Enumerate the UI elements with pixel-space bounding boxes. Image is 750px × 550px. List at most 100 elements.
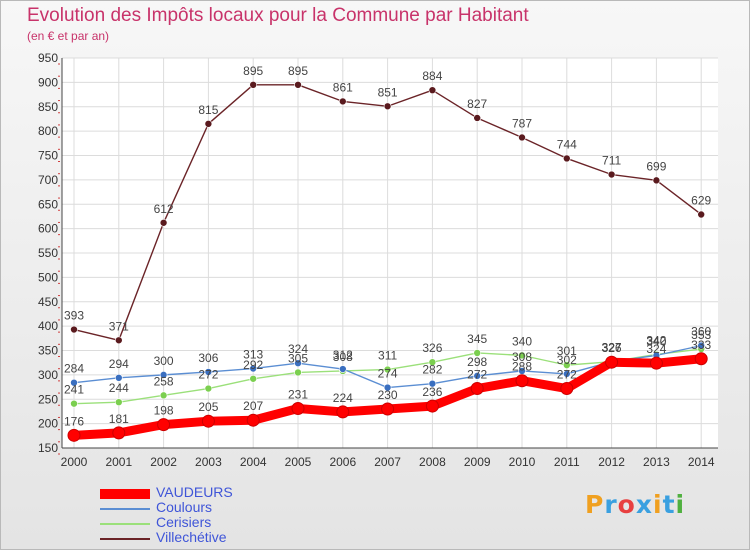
data-label-vaudeurs: 176: [64, 414, 84, 428]
y-tick-label: 800: [38, 124, 58, 138]
data-label-villechetive: 895: [288, 64, 308, 78]
data-point-vaudeurs: [425, 399, 439, 413]
data-point-vaudeurs: [381, 402, 395, 416]
data-label-cerisiers: 327: [602, 341, 622, 355]
x-tick-label: 2007: [374, 455, 401, 469]
data-point-coulours: [249, 364, 257, 373]
data-point-villechetive: [204, 120, 213, 128]
legend-label: VAUDEURS: [156, 484, 233, 500]
data-point-coulours: [70, 378, 78, 387]
data-label-cerisiers: 342: [646, 333, 666, 347]
data-point-vaudeurs: [694, 352, 708, 366]
x-tick-label: 2006: [329, 455, 356, 469]
data-label-coulours: 360: [691, 325, 711, 339]
data-label-cerisiers: 340: [512, 334, 532, 348]
data-label-vaudeurs: 272: [467, 368, 487, 382]
data-label-villechetive: 787: [512, 116, 532, 130]
data-label-villechetive: 895: [243, 64, 263, 78]
x-tick-label: 2008: [419, 455, 446, 469]
data-point-cerisiers: [473, 349, 482, 357]
y-tick-label: 400: [38, 319, 58, 333]
y-tick-label: 600: [38, 222, 58, 236]
y-tick-label: 350: [38, 344, 58, 358]
data-point-villechetive: [652, 176, 661, 185]
data-label-vaudeurs: 231: [288, 388, 308, 402]
data-point-villechetive: [562, 154, 571, 163]
data-label-vaudeurs: 333: [691, 338, 711, 352]
data-point-vaudeurs: [201, 414, 215, 428]
legend-item-vaudeurs[interactable]: VAUDEURS: [100, 484, 300, 501]
data-point-villechetive: [338, 97, 347, 106]
data-label-cerisiers: 345: [467, 332, 487, 346]
data-point-villechetive: [697, 210, 706, 219]
legend-swatch: [100, 508, 150, 510]
data-label-vaudeurs: 224: [333, 391, 353, 405]
data-label-villechetive: 699: [646, 159, 666, 173]
x-tick-label: 2002: [150, 455, 177, 469]
y-tick-label: 900: [38, 75, 58, 89]
y-tick-label: 500: [38, 270, 58, 284]
y-tick-label: 950: [38, 51, 58, 65]
data-label-coulours: 284: [64, 362, 84, 376]
data-label-coulours: 327: [602, 341, 622, 355]
data-point-villechetive: [607, 170, 616, 179]
y-tick-label: 650: [38, 197, 58, 211]
data-point-villechetive: [383, 102, 392, 111]
data-label-villechetive: 851: [378, 85, 398, 99]
data-label-coulours: 340: [646, 334, 666, 348]
data-point-villechetive: [428, 86, 437, 94]
y-tick-label: 450: [38, 295, 58, 309]
series-layer: [67, 81, 708, 442]
legend-label: Coulours: [156, 499, 213, 515]
data-point-villechetive: [249, 81, 257, 89]
data-label-cerisiers: 353: [691, 328, 711, 342]
data-point-vaudeurs: [291, 402, 305, 416]
legend-item-coulours[interactable]: Coulours: [100, 499, 300, 516]
x-tick-label: 2004: [240, 455, 267, 469]
data-point-vaudeurs: [560, 382, 574, 396]
x-tick-label: 2000: [61, 455, 88, 469]
data-label-coulours: 274: [378, 367, 398, 381]
data-point-coulours: [159, 371, 168, 379]
logo-letter: o: [617, 490, 636, 519]
data-point-coulours: [473, 372, 482, 380]
legend-label: Cerisiers: [156, 514, 212, 530]
data-label-vaudeurs: 326: [602, 341, 622, 355]
data-point-cerisiers: [294, 368, 302, 377]
data-label-vaudeurs: 236: [422, 385, 442, 399]
data-label-vaudeurs: 198: [154, 404, 174, 418]
data-point-vaudeurs: [515, 374, 529, 388]
grid-layer: [62, 57, 718, 449]
data-point-cerisiers: [428, 358, 437, 367]
logo-letter: r: [604, 490, 618, 519]
data-label-cerisiers: 272: [198, 368, 218, 382]
data-point-cerisiers: [249, 374, 257, 383]
data-label-vaudeurs: 230: [378, 388, 398, 402]
x-tick-label: 2012: [598, 455, 625, 469]
x-tick-label: 2014: [688, 455, 715, 469]
data-point-vaudeurs: [67, 428, 81, 442]
x-tick-label: 2011: [554, 455, 580, 469]
data-point-vaudeurs: [157, 418, 171, 432]
data-point-cerisiers: [159, 391, 168, 400]
x-tick-label: 2013: [643, 455, 670, 469]
data-label-cerisiers: 258: [154, 374, 174, 388]
data-point-vaudeurs: [336, 405, 350, 419]
data-label-villechetive: 815: [198, 103, 218, 117]
legend: VAUDEURS Coulours Cerisiers Villechétive: [100, 484, 300, 546]
legend-label: Villechétive: [156, 529, 227, 545]
data-label-villechetive: 861: [333, 80, 353, 94]
x-tick-label: 2009: [464, 455, 491, 469]
logo-letter: x: [635, 490, 653, 519]
data-label-coulours: 282: [422, 363, 442, 377]
y-tick-label: 750: [38, 149, 58, 163]
legend-item-cerisiers[interactable]: Cerisiers: [100, 514, 300, 531]
legend-item-villechetive[interactable]: Villechétive: [100, 529, 300, 546]
legend-swatch: [100, 523, 150, 525]
data-point-cerisiers: [383, 365, 392, 374]
data-label-cerisiers: 308: [333, 350, 353, 364]
logo-letter: t: [662, 490, 676, 519]
chart-subtitle: (en € et par an): [27, 29, 110, 43]
data-label-villechetive: 884: [422, 69, 442, 83]
